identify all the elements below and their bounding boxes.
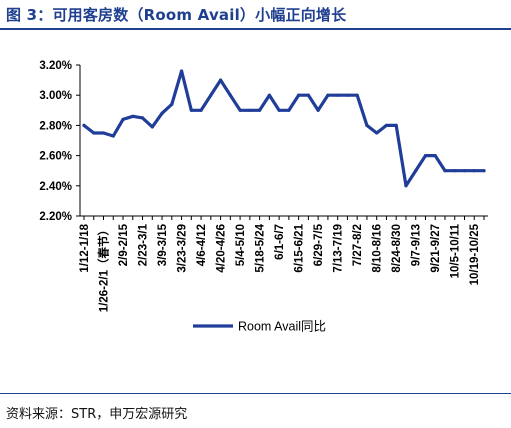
data-point: [277, 108, 281, 112]
x-tick-label: 10/5-10/11: [450, 223, 462, 278]
y-tick-label: 2.40%: [39, 181, 72, 193]
y-tick-label: 2.20%: [39, 211, 72, 223]
x-tick-label: 6/1-6/7: [274, 224, 286, 260]
data-point: [384, 123, 389, 127]
data-point: [131, 114, 135, 118]
x-tick-label: 7/27-8/2: [352, 224, 364, 266]
data-point: [218, 78, 223, 82]
source-rule: [0, 393, 511, 394]
data-point: [423, 154, 428, 158]
data-point: [150, 125, 154, 129]
data-point: [375, 131, 379, 135]
data-point: [228, 93, 232, 97]
data-point: [316, 108, 320, 112]
data-point: [326, 93, 330, 97]
x-tick-label: 4/6-4/12: [196, 224, 208, 266]
data-point: [92, 131, 96, 135]
data-point: [170, 102, 174, 106]
x-tick-label: 10/19-10/25: [469, 223, 481, 285]
x-tick-label: 7/13-7/19: [333, 224, 345, 273]
data-point: [482, 169, 486, 173]
x-tick-label: 5/18-5/24: [255, 223, 267, 272]
plot-area: [82, 69, 486, 188]
data-point: [111, 134, 115, 138]
data-point: [287, 108, 291, 112]
x-tick-label: 1/12-1/18: [79, 223, 91, 272]
legend: Room Avail同比: [193, 320, 326, 334]
line-chart: 2.20% 2.40% 2.60% 2.80% 3.00% 3.20% 1/12-1/18…: [39, 60, 488, 334]
y-tick-label: 2.60%: [39, 151, 72, 163]
data-point: [443, 169, 447, 173]
data-point: [306, 93, 310, 97]
y-axis: 2.20% 2.40% 2.60% 2.80% 3.00% 3.20%: [39, 60, 81, 223]
data-point: [394, 123, 398, 127]
data-point: [414, 169, 418, 173]
x-tick-label: 8/10-8/16: [372, 224, 384, 273]
data-point: [121, 117, 125, 121]
legend-label: Room Avail同比: [238, 320, 326, 334]
source-note: 资料来源：STR，申万宏源研究: [6, 407, 188, 422]
series-line-room-avail: [82, 69, 486, 188]
x-tick-label: 1/26-2/1（春节）: [97, 224, 111, 312]
data-point: [345, 93, 350, 97]
x-tick-label: 8/24-8/30: [391, 224, 403, 273]
data-point: [462, 169, 467, 173]
x-tick-label: 9/21-9/27: [430, 224, 442, 273]
data-point: [433, 154, 437, 158]
x-tick-label: 6/29-7/5: [313, 223, 325, 266]
data-point: [258, 108, 262, 112]
x-tick-label: 9/7-9/13: [411, 224, 423, 266]
data-point: [472, 169, 476, 173]
x-tick-label: 2/23-3/1: [138, 223, 150, 266]
data-point: [238, 108, 242, 112]
x-tick-label: 4/20-4/26: [216, 224, 228, 273]
data-point: [453, 169, 457, 173]
data-point: [267, 93, 271, 97]
data-point: [365, 123, 369, 127]
title-rule: [0, 28, 511, 30]
x-tick-label: 6/15-6/21: [294, 223, 306, 272]
y-tick-label: 2.80%: [39, 120, 72, 132]
data-point: [82, 123, 86, 127]
data-point: [101, 131, 106, 135]
y-tick-label: 3.00%: [39, 90, 72, 102]
data-point: [355, 93, 359, 97]
data-point: [336, 93, 340, 97]
x-tick-label: 5/4-5/10: [235, 224, 247, 266]
data-point: [140, 116, 145, 120]
data-point: [160, 111, 164, 115]
data-point: [179, 69, 184, 73]
data-point: [297, 93, 301, 97]
x-axis: 1/12-1/18 1/26-2/1（春节） 2/9-2/15 2/23-3/1 3/9…: [79, 215, 488, 312]
x-tick-label: 2/9-2/15: [118, 223, 130, 266]
data-point: [404, 184, 408, 188]
y-tick-label: 3.20%: [39, 60, 72, 72]
x-tick-label: 3/9-3/15: [157, 223, 169, 266]
data-point: [248, 108, 252, 112]
x-tick-label: 3/23-3/29: [177, 224, 189, 273]
data-point: [199, 108, 203, 112]
data-point: [189, 108, 193, 112]
figure-title: 图 3：可用客房数（Room Avail）小幅正向增长: [6, 6, 347, 24]
data-point: [209, 93, 213, 97]
